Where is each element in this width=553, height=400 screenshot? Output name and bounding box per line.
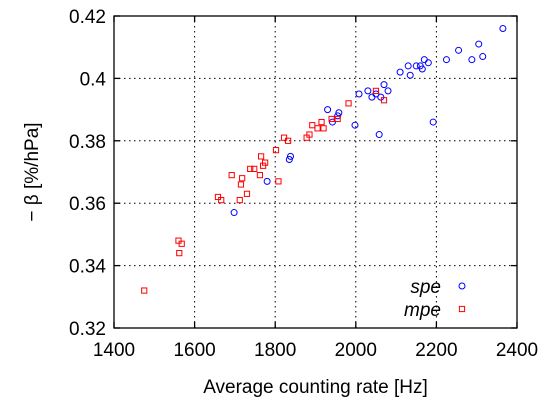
spe-point xyxy=(412,62,420,70)
x-tick-label: 2400 xyxy=(496,340,538,361)
spe-point xyxy=(406,71,414,79)
x-tick-label: 2000 xyxy=(335,340,377,361)
y-tick-label: 0.4 xyxy=(80,69,107,90)
mpe-point xyxy=(257,153,265,160)
mpe-point xyxy=(320,125,327,132)
mpe-point xyxy=(228,172,235,179)
x-tick-label: 2200 xyxy=(415,340,457,361)
spe-point xyxy=(396,68,404,76)
legend-label-mpe: mpe xyxy=(404,300,441,321)
spe-point xyxy=(479,53,487,61)
legend-marker-mpe xyxy=(458,305,466,313)
mpe-point xyxy=(380,97,388,104)
spe-point xyxy=(230,209,238,217)
mpe-point xyxy=(334,115,341,123)
mpe-point xyxy=(239,175,246,182)
spe-point xyxy=(404,62,412,70)
spe-point xyxy=(287,152,295,160)
mpe-point xyxy=(243,190,251,197)
mpe-point xyxy=(141,287,148,294)
spe-point xyxy=(377,93,385,101)
spe-point xyxy=(420,56,428,64)
spe-point xyxy=(475,40,483,48)
legend-marker-spe xyxy=(458,282,466,290)
y-tick-labels: 0.32 0.34 0.36 0.38 0.4 0.42 xyxy=(69,7,106,340)
spe-point xyxy=(328,118,336,126)
spe-point xyxy=(418,65,426,73)
plot-frame xyxy=(113,15,518,329)
spe-point xyxy=(355,90,363,98)
mpe-point xyxy=(251,165,258,172)
mpe-point xyxy=(284,137,292,144)
x-tick-label: 1800 xyxy=(254,340,296,361)
spe-point xyxy=(442,56,450,64)
spe-point xyxy=(380,81,388,89)
spe-point xyxy=(368,93,376,101)
mpe-point xyxy=(328,115,335,123)
spe-point xyxy=(384,87,392,95)
x-axis-label: Average counting rate [Hz] xyxy=(203,377,428,398)
y-tick-label: 0.32 xyxy=(69,319,106,340)
mpe-point xyxy=(214,193,222,201)
mpe-point xyxy=(318,118,325,126)
spe-point xyxy=(364,87,372,95)
mpe-point xyxy=(218,196,225,204)
spe-point xyxy=(372,90,380,98)
mpe-point xyxy=(372,87,380,94)
y-tick-label: 0.38 xyxy=(69,132,106,153)
spe-point xyxy=(424,59,432,67)
data-points xyxy=(141,24,507,294)
mpe-point xyxy=(178,240,185,247)
mpe-point xyxy=(262,159,269,166)
x-tick-label: 1400 xyxy=(93,340,135,361)
y-tick-label: 0.36 xyxy=(69,194,106,215)
y-tick-label: 0.34 xyxy=(69,257,106,278)
mpe-point xyxy=(176,250,183,257)
mpe-point xyxy=(280,134,288,141)
spe-point xyxy=(429,118,437,126)
spe-point xyxy=(351,121,359,129)
spe-point xyxy=(468,56,476,64)
mpe-point xyxy=(260,162,267,169)
spe-point xyxy=(455,46,463,54)
mpe-point xyxy=(275,178,282,185)
mpe-point xyxy=(247,165,254,172)
mpe-point xyxy=(237,181,245,188)
spe-point xyxy=(334,112,342,120)
mpe-point xyxy=(256,172,263,179)
spe-point xyxy=(499,24,507,32)
mpe-point xyxy=(236,196,243,204)
mpe-point xyxy=(175,237,182,244)
x-tick-labels: 1400 1600 1800 2000 2200 2400 xyxy=(93,340,538,361)
grid-lines xyxy=(114,16,517,328)
mpe-point xyxy=(309,122,316,129)
mpe-point xyxy=(314,125,321,132)
x-tick-label: 1600 xyxy=(173,340,215,361)
spe-point xyxy=(285,156,293,164)
mpe-point xyxy=(272,147,280,154)
mpe-point xyxy=(306,131,313,138)
spe-point xyxy=(263,177,271,185)
spe-point xyxy=(324,106,332,114)
y-tick-label: 0.42 xyxy=(69,7,106,28)
y-axis-label: − β [%/hPa] xyxy=(22,122,43,221)
spe-point xyxy=(335,109,343,117)
spe-point xyxy=(375,131,383,139)
legend-label-spe: spe xyxy=(410,277,441,298)
mpe-point xyxy=(345,100,352,107)
axis-ticks xyxy=(113,15,518,329)
